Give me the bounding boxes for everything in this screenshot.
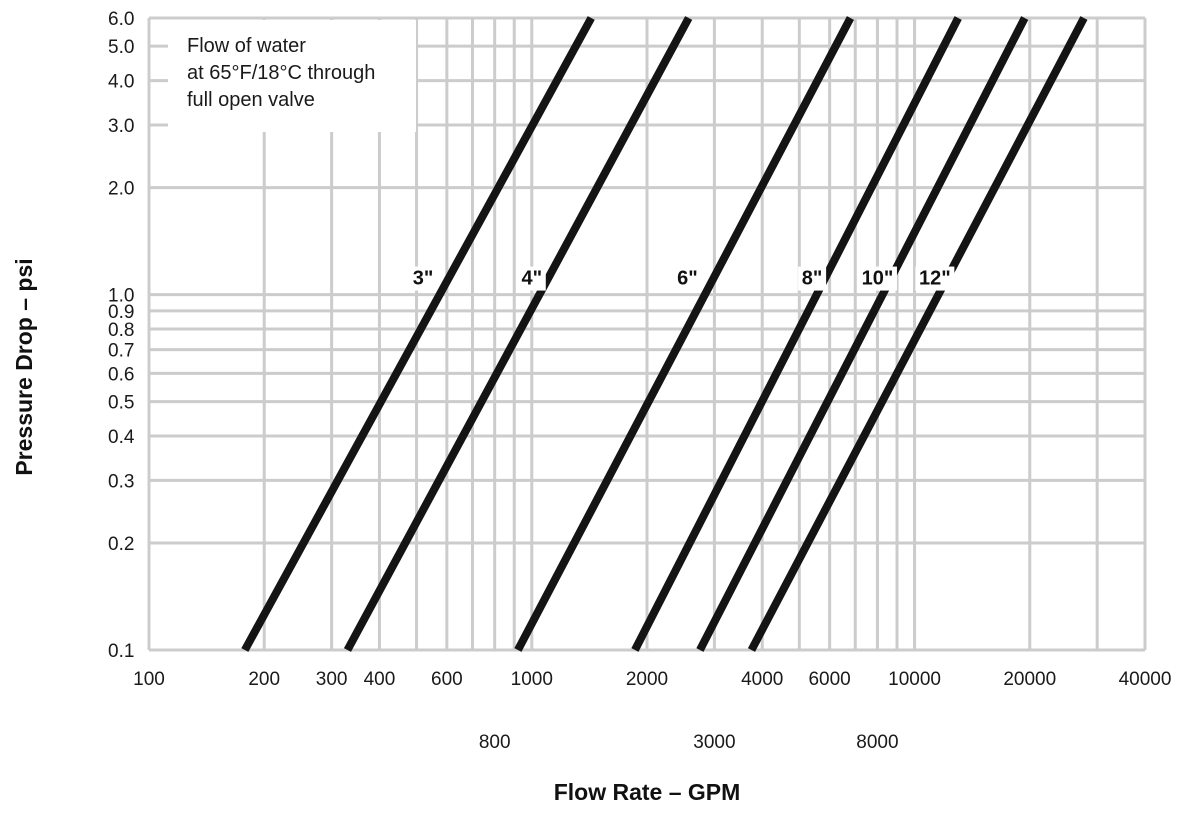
y-tick-label: 5.0	[108, 37, 134, 58]
x-tick-label: 40000	[1119, 669, 1172, 690]
y-tick-label: 4.0	[108, 72, 134, 93]
y-tick-label: 0.4	[108, 427, 135, 448]
x-tick-label: 600	[431, 669, 463, 690]
x-tick-label: 100	[133, 669, 165, 690]
x-axis-title: Flow Rate – GPM	[554, 779, 741, 805]
y-tick-label: 0.3	[108, 471, 134, 492]
x-tick-label: 800	[479, 732, 511, 753]
series-label-background	[915, 266, 955, 291]
x-tick-label: 400	[364, 669, 396, 690]
series-label: 8"	[802, 268, 823, 290]
y-tick-label: 0.1	[108, 641, 134, 662]
series-label: 3"	[413, 268, 434, 290]
annotation-line-1: Flow of water	[187, 35, 306, 57]
x-tick-label: 10000	[888, 669, 941, 690]
y-axis-title: Pressure Drop – psi	[11, 258, 37, 475]
y-tick-label: 0.2	[108, 534, 134, 555]
annotation-line-2: at 65°F/18°C through	[187, 62, 375, 84]
x-tick-label: 300	[316, 669, 348, 690]
series-line	[514, 16, 854, 652]
series-lines	[241, 16, 1088, 652]
series-label-background	[798, 266, 827, 291]
series-labels: 3" 4" 6" 8" 10" 12"	[409, 266, 955, 291]
series-label: 12"	[919, 268, 951, 290]
y-tick-label: 0.7	[108, 341, 134, 362]
y-tick-label: 0.5	[108, 393, 134, 414]
y-tick-label: 2.0	[108, 179, 134, 200]
y-tick-label: 0.8	[108, 320, 134, 341]
x-tick-label: 1000	[511, 669, 553, 690]
y-tick-labels: 0.1 0.2 0.3 0.4 0.5 0.60.70.80.91.0 2.0 3.0 4.0 5…	[108, 9, 135, 662]
annotation-line-3: full open valve	[187, 89, 315, 111]
y-tick-label: 3.0	[108, 116, 134, 137]
series-line	[343, 16, 693, 652]
x-tick-label: 4000	[741, 669, 783, 690]
annotation-box: Flow of water at 65°F/18°C through full …	[168, 20, 416, 132]
x-tick-label: 200	[248, 669, 280, 690]
y-tick-label: 0.6	[108, 364, 134, 385]
series-line	[241, 16, 595, 652]
series-label-background	[517, 266, 546, 291]
x-tick-label: 2000	[626, 669, 668, 690]
series-line	[747, 16, 1088, 652]
series-label: 10"	[862, 268, 894, 290]
series-label-background	[409, 266, 438, 291]
x-tick-label: 6000	[808, 669, 850, 690]
y-tick-label: 1.0	[108, 286, 134, 307]
series-label-background	[673, 266, 702, 291]
series-label: 4"	[521, 268, 542, 290]
series-line	[631, 16, 962, 652]
x-tick-label: 20000	[1003, 669, 1056, 690]
annotation-background	[168, 20, 416, 132]
series-line	[696, 16, 1029, 652]
x-tick-labels: 100 200 300 400 600 1000 2000 4000 6000 10000 2000…	[133, 669, 1171, 753]
series-label: 6"	[677, 268, 698, 290]
x-tick-label: 3000	[693, 732, 735, 753]
y-tick-label: 0.9	[108, 302, 134, 323]
y-tick-label: 6.0	[108, 9, 134, 30]
x-tick-label: 8000	[856, 732, 898, 753]
series-label-background	[857, 266, 897, 291]
